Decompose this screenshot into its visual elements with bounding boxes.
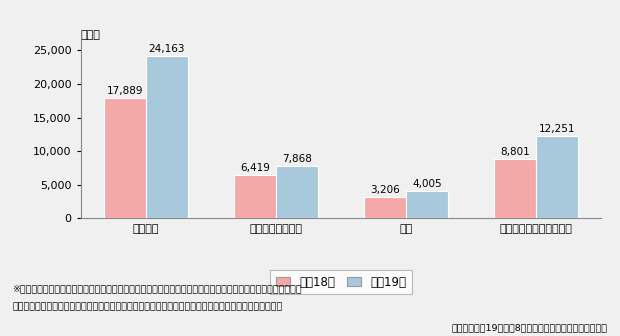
Bar <box>365 197 406 218</box>
Text: 24,163: 24,163 <box>148 44 185 54</box>
Text: 12,251: 12,251 <box>539 124 575 134</box>
Text: 特許庁「平成19年重点8分野の特許出願状況」により作成: 特許庁「平成19年重点8分野の特許出願状況」により作成 <box>451 324 608 333</box>
Text: （件）: （件） <box>81 30 100 40</box>
Text: 重点分野において重要とされる技術１に対し、特許庁が検索・抽出を行った件数の合計となっている: 重点分野において重要とされる技術１に対し、特許庁が検索・抽出を行った件数の合計と… <box>12 302 283 311</box>
Bar <box>276 166 317 218</box>
Bar <box>104 98 146 218</box>
Text: 17,889: 17,889 <box>107 86 143 96</box>
Bar <box>146 56 187 218</box>
Bar <box>536 136 578 218</box>
Bar <box>495 159 536 218</box>
Bar <box>406 192 448 218</box>
Text: 8,801: 8,801 <box>500 147 530 157</box>
Bar <box>234 175 276 218</box>
Legend: 平成18年, 平成19年: 平成18年, 平成19年 <box>270 269 412 294</box>
Text: 6,419: 6,419 <box>240 163 270 173</box>
Text: 7,868: 7,868 <box>282 154 312 164</box>
Text: 4,005: 4,005 <box>412 179 441 190</box>
Text: ※　ここでの特許登録件数は、情報通信分野に関する技術全体を網羅的に抽出した件数を示すものではなく、各: ※ ここでの特許登録件数は、情報通信分野に関する技術全体を網羅的に抽出した件数を… <box>12 284 302 293</box>
Text: 3,206: 3,206 <box>370 185 400 195</box>
